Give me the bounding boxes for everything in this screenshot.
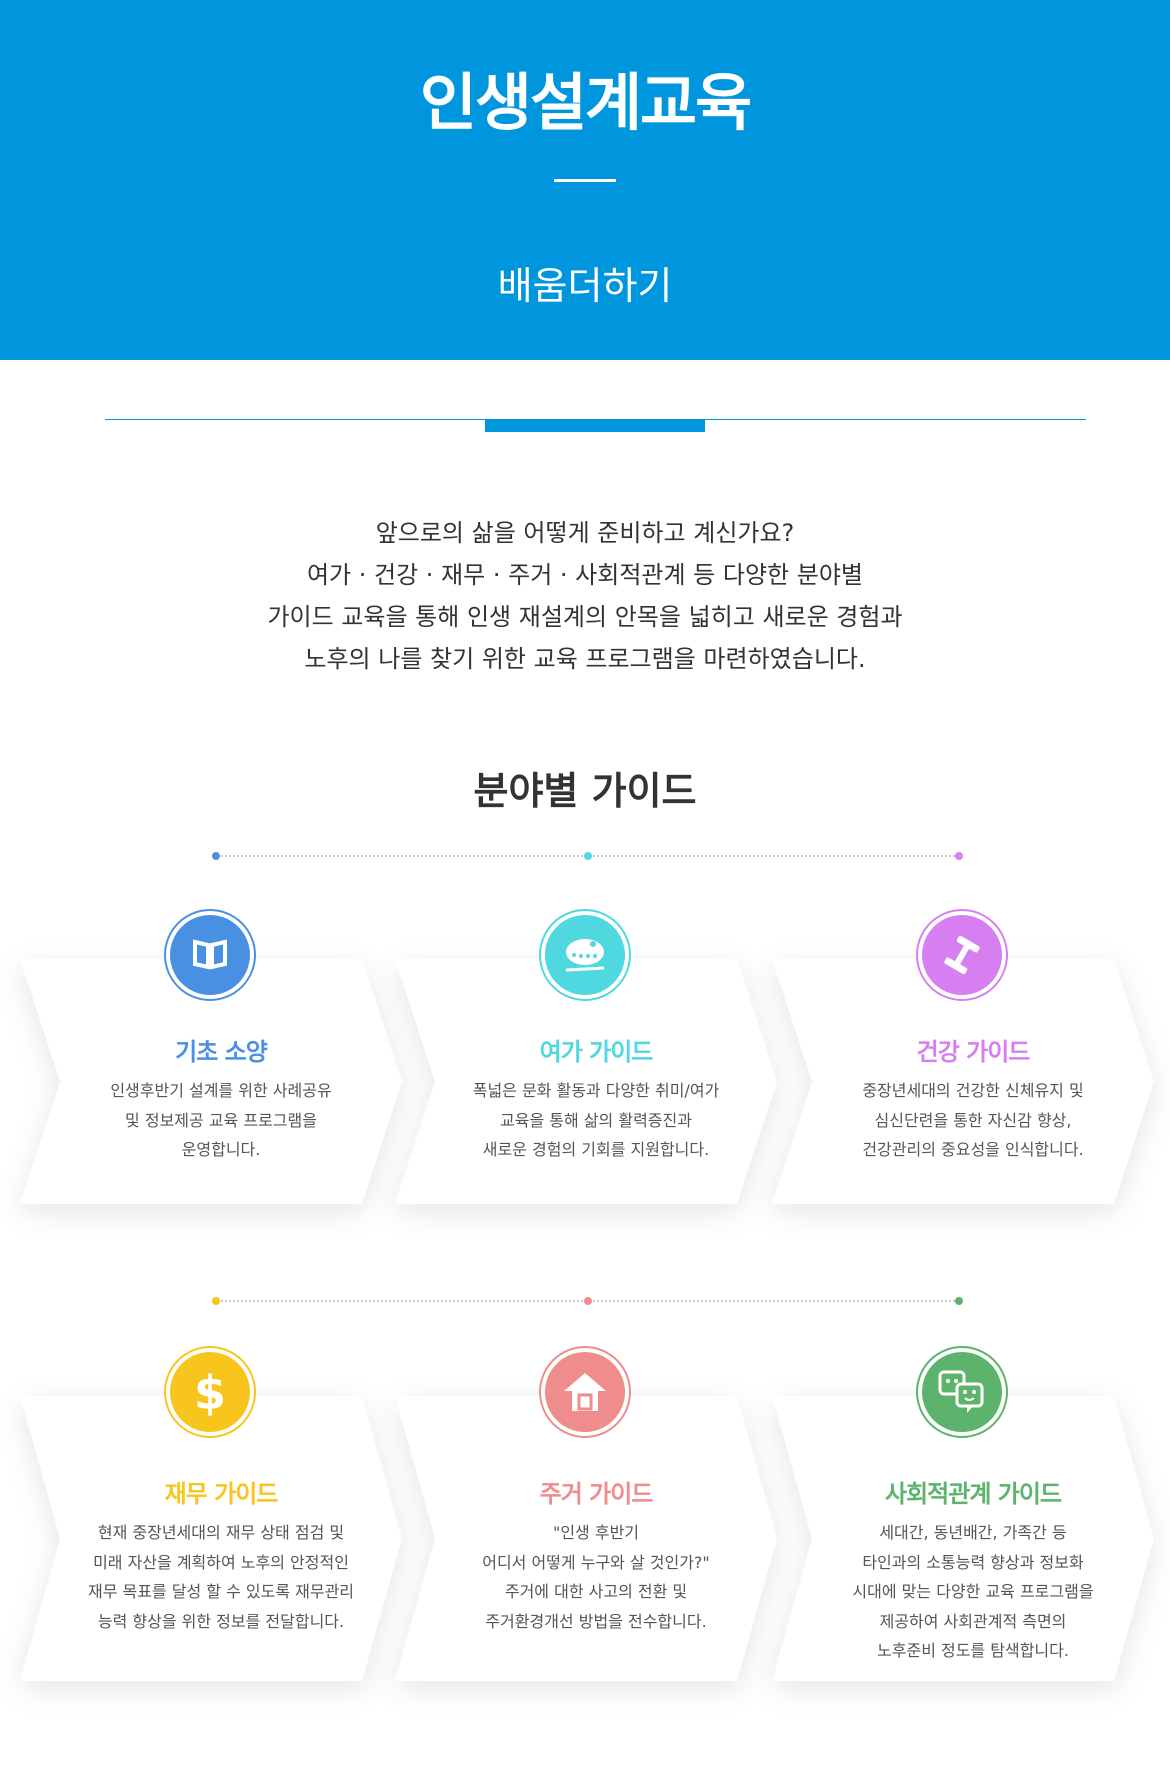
page-title: 인생설계교육 xyxy=(419,66,752,139)
dotted-divider xyxy=(212,852,963,860)
dotted-divider xyxy=(212,1297,963,1305)
guide-description: 인생후반기 설계를 위한 사례공유 및 정보제공 교육 프로그램을 운영합니다. xyxy=(110,1081,332,1159)
section-title: 분야별 가이드 xyxy=(473,769,697,813)
intro-text: 앞으로의 삶을 어떻게 준비하고 계신가요? 여가 · 건강 · 재무 · 주거… xyxy=(0,512,1170,680)
page-subtitle: 배움더하기 xyxy=(497,264,673,308)
intro-line: 노후의 나를 찾기 위한 교육 프로그램을 마련하였습니다. xyxy=(304,645,866,673)
divider-dot xyxy=(212,852,220,860)
intro-line: 가이드 교육을 통해 인생 재설계의 안목을 넓히고 새로운 경험과 xyxy=(267,603,903,631)
divider-dot xyxy=(955,852,963,860)
guide-title: 재무 가이드 xyxy=(164,1480,279,1508)
guide-card[interactable] xyxy=(772,1396,1154,1681)
guide-description: "인생 후반기 어디서 어떻게 누구와 살 것인가?" 주거에 대한 사고의 전… xyxy=(482,1523,710,1631)
guide-title: 건강 가이드 xyxy=(916,1038,1031,1066)
svg-text:$: $ xyxy=(194,1367,226,1417)
guide-card[interactable] xyxy=(20,1396,402,1681)
guide-card[interactable] xyxy=(395,1396,777,1681)
guide-description: 폭넓은 문화 활동과 다양한 취미/여가 교육을 통해 삶의 활력증진과 새로운… xyxy=(472,1081,720,1159)
intro-line: 여가 · 건강 · 재무 · 주거 · 사회적관계 등 다양한 분야별 xyxy=(306,561,864,589)
guide-title: 사회적관계 가이드 xyxy=(885,1480,1062,1508)
divider-dot xyxy=(583,1297,592,1305)
title-divider xyxy=(554,179,616,182)
divider-dot xyxy=(583,852,592,860)
palette-icon xyxy=(539,909,631,1001)
chat-icon xyxy=(916,1346,1008,1438)
dumbbell-icon xyxy=(916,909,1008,1001)
card-background xyxy=(20,1396,402,1681)
card-background xyxy=(772,1396,1154,1681)
guide-description: 세대간, 동년배간, 가족간 등 타인과의 소통능력 향상과 정보화 시대에 맞… xyxy=(852,1523,1094,1660)
section-divider-accent xyxy=(485,419,705,432)
dollar-icon: $ xyxy=(164,1346,256,1438)
hero-banner: 인생설계교육 배움더하기 xyxy=(0,0,1170,360)
guide-title: 여가 가이드 xyxy=(539,1038,654,1066)
divider-dot xyxy=(955,1297,963,1305)
guide-title: 기초 소양 xyxy=(175,1038,268,1066)
house-icon xyxy=(539,1346,631,1438)
card-background xyxy=(395,1396,777,1681)
guide-description: 현재 중장년세대의 재무 상태 점검 및 미래 자산을 계획하여 노후의 안정적… xyxy=(87,1523,355,1631)
guide-title: 주거 가이드 xyxy=(539,1480,654,1508)
intro-line: 앞으로의 삶을 어떻게 준비하고 계신가요? xyxy=(375,519,795,547)
book-icon xyxy=(164,909,256,1001)
guide-description: 중장년세대의 건강한 신체유지 및 심신단련을 통한 자신감 향상, 건강관리의… xyxy=(862,1081,1084,1159)
divider-dot xyxy=(212,1297,220,1305)
